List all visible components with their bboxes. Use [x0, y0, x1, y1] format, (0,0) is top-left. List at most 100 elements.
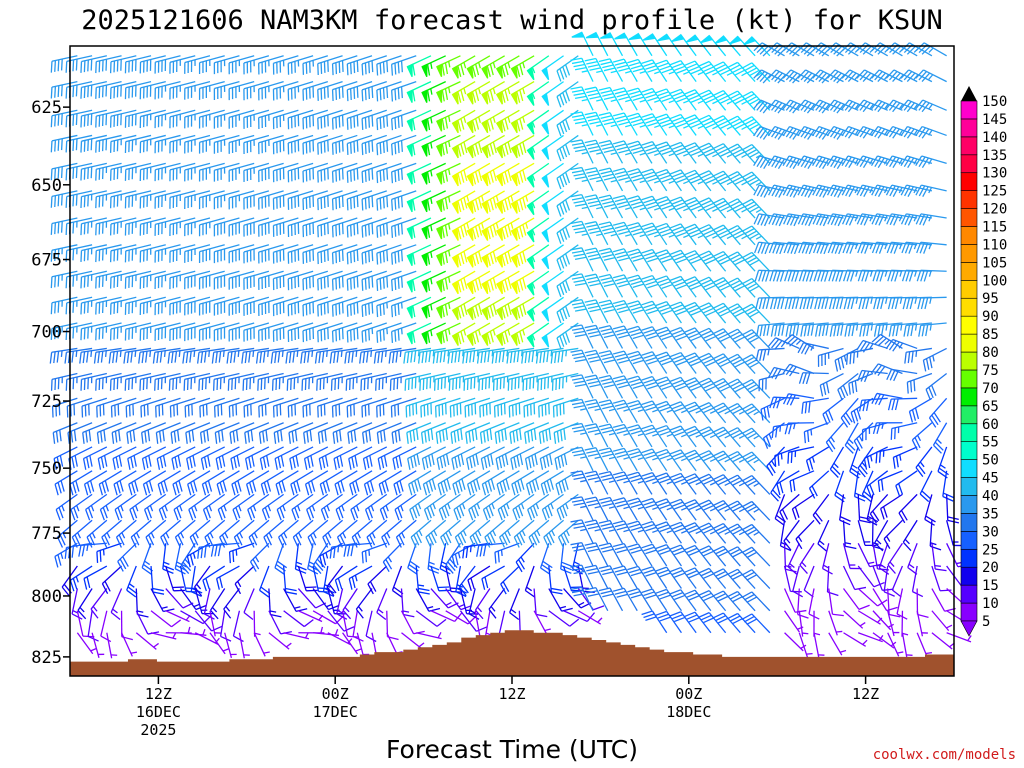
wind-barb	[548, 565, 563, 595]
wind-barb	[272, 244, 299, 264]
barb-flag	[394, 170, 397, 183]
barb-flag	[522, 197, 527, 209]
barb-flag	[612, 87, 625, 92]
wind-barb	[533, 610, 551, 634]
wind-barb	[421, 55, 446, 78]
barb-flag	[362, 351, 366, 364]
barb-shaft	[81, 134, 107, 142]
barb-shaft	[474, 588, 491, 611]
barb-flag	[614, 450, 627, 455]
wind-barb	[108, 347, 137, 364]
barb-flag	[329, 352, 333, 364]
barb-flag	[72, 114, 75, 126]
barb-shaft	[376, 190, 402, 200]
barb-flag	[562, 505, 568, 517]
barb-shaft	[214, 296, 240, 305]
barb-flag	[444, 224, 449, 237]
barb-shaft	[623, 424, 638, 448]
wind-barb	[76, 632, 97, 655]
barb-flag	[141, 458, 146, 470]
barb-flag	[600, 402, 612, 407]
barb-pennant	[406, 198, 413, 213]
barb-shaft	[51, 134, 78, 142]
barb-shaft	[258, 190, 284, 199]
wind-barb	[317, 109, 343, 130]
barb-shaft	[307, 519, 329, 538]
barb-shaft	[243, 109, 270, 119]
barb-shaft	[170, 422, 196, 434]
barb-half-flag	[340, 350, 343, 357]
barb-shaft	[140, 162, 166, 171]
barb-shaft	[609, 520, 624, 544]
wind-barb	[451, 322, 476, 346]
barb-flag	[586, 327, 598, 332]
barb-shaft	[140, 397, 166, 407]
barb-shaft	[623, 112, 638, 136]
barb-flag	[115, 536, 122, 548]
barb-half-flag	[252, 350, 255, 357]
barb-half-flag	[417, 503, 422, 510]
barb-pennant	[406, 279, 413, 293]
wind-barb	[261, 493, 285, 521]
barb-flag	[100, 456, 105, 469]
wind-barb	[80, 244, 107, 262]
barb-shaft	[128, 470, 152, 485]
barb-shaft	[245, 446, 270, 460]
barb-half-flag	[400, 302, 403, 309]
wind-barb	[184, 134, 211, 154]
barb-flag	[573, 305, 585, 309]
barb-flag	[584, 423, 596, 427]
barb-half-flag	[430, 278, 433, 285]
barb-flag	[394, 63, 397, 75]
barb-flag	[562, 174, 568, 186]
wind-barb	[493, 397, 520, 418]
barb-flag	[570, 220, 582, 225]
barb-flag	[391, 64, 394, 76]
barb-shaft	[376, 55, 402, 65]
barb-pennant	[421, 252, 428, 267]
barb-flag	[598, 167, 611, 172]
barb-flag	[353, 277, 356, 289]
barb-shaft	[347, 422, 373, 434]
wind-barb	[394, 493, 417, 521]
wind-barb	[287, 190, 314, 210]
barb-shaft	[169, 347, 196, 353]
barb-flag	[602, 381, 614, 385]
barb-flag	[586, 567, 598, 572]
wind-barb	[213, 109, 240, 129]
barb-flag	[127, 586, 138, 595]
barb-shaft	[347, 190, 373, 200]
barb-flag	[587, 279, 600, 284]
barb-shaft	[445, 542, 461, 566]
barb-flag	[295, 534, 302, 546]
barb-flag	[229, 432, 233, 444]
wind-barb	[169, 134, 196, 154]
barb-half-flag	[608, 456, 616, 460]
barb-half-flag	[531, 146, 536, 153]
barb-flag	[504, 118, 509, 130]
barb-pennant	[436, 305, 443, 319]
barb-half-flag	[253, 532, 258, 539]
barb-flag	[363, 484, 369, 496]
barb-half-flag	[134, 350, 137, 357]
barb-flag	[463, 277, 468, 289]
wind-barb	[270, 347, 299, 364]
barb-half-flag	[106, 532, 111, 539]
barb-half-flag	[461, 503, 466, 510]
wind-barb	[366, 519, 388, 548]
barb-flag	[630, 64, 643, 70]
barb-half-flag	[387, 556, 393, 563]
barb-half-flag	[150, 532, 155, 539]
barb-flag	[427, 568, 439, 574]
barb-shaft	[581, 423, 594, 448]
barb-pennant	[466, 254, 474, 268]
barb-shaft	[243, 347, 269, 353]
barb-flag	[379, 198, 382, 210]
barb-flag	[148, 455, 152, 467]
barb-flag	[361, 305, 364, 317]
barb-shaft	[405, 397, 432, 407]
barb-shaft	[312, 565, 320, 592]
barb-shaft	[361, 217, 387, 227]
barb-flag	[573, 355, 585, 360]
barb-flag	[394, 278, 397, 290]
